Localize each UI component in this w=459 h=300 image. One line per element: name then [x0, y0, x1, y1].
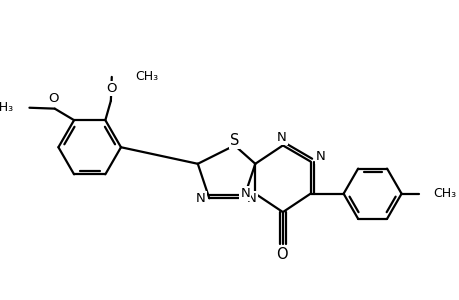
Text: N: N	[276, 130, 286, 144]
Text: N: N	[196, 192, 206, 205]
Text: O: O	[49, 92, 59, 105]
Text: O: O	[275, 247, 287, 262]
Text: N: N	[246, 192, 257, 205]
Text: CH₃: CH₃	[134, 70, 157, 83]
Text: N: N	[240, 187, 250, 200]
Text: N: N	[315, 150, 325, 164]
Text: S: S	[230, 133, 239, 148]
Text: CH₃: CH₃	[0, 101, 13, 114]
Text: O: O	[106, 82, 117, 95]
Text: CH₃: CH₃	[432, 187, 455, 200]
